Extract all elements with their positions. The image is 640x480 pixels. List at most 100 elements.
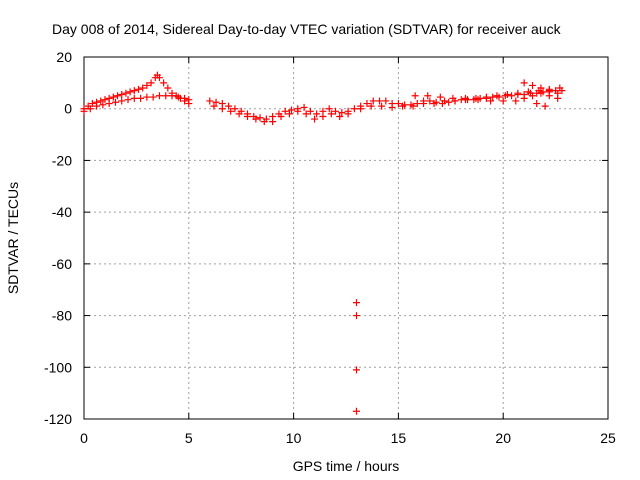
- data-point: [441, 97, 449, 105]
- data-point: [243, 112, 251, 120]
- data-point: [508, 92, 516, 100]
- data-point: [382, 97, 390, 105]
- data-point: [147, 79, 155, 87]
- x-tick-label: 15: [391, 430, 407, 446]
- data-point: [352, 312, 360, 320]
- data-point: [149, 93, 157, 101]
- data-point: [118, 97, 126, 105]
- data-point: [302, 110, 310, 118]
- data-point: [524, 88, 532, 96]
- data-point: [369, 97, 377, 105]
- data-point: [426, 97, 434, 105]
- data-point: [285, 110, 293, 118]
- data-point: [537, 84, 545, 92]
- data-point: [124, 96, 132, 104]
- data-point: [143, 81, 151, 89]
- data-point: [88, 100, 96, 108]
- data-point: [338, 109, 346, 117]
- data-point: [256, 114, 264, 122]
- data-point: [139, 84, 147, 92]
- data-point: [155, 74, 163, 82]
- data-point: [225, 102, 233, 110]
- data-point: [109, 93, 117, 101]
- y-tick-label: 20: [56, 49, 72, 65]
- data-point: [409, 102, 417, 110]
- data-point: [311, 115, 319, 123]
- x-tick-label: 10: [286, 430, 302, 446]
- x-axis-label: GPS time / hours: [293, 458, 400, 474]
- data-point: [367, 102, 375, 110]
- data-point: [413, 100, 421, 108]
- data-series-sdtvar: [80, 71, 566, 415]
- y-tick-label: -20: [52, 152, 72, 168]
- data-point: [424, 92, 432, 100]
- data-point: [126, 88, 134, 96]
- data-point: [130, 94, 138, 102]
- data-point: [512, 97, 520, 105]
- data-point: [99, 101, 107, 109]
- data-point: [541, 102, 549, 110]
- data-point: [499, 97, 507, 105]
- data-point: [118, 90, 126, 98]
- data-point: [306, 107, 314, 115]
- data-point: [436, 93, 444, 101]
- data-point: [164, 84, 172, 92]
- data-point: [352, 299, 360, 307]
- data-point: [445, 98, 453, 106]
- data-point: [357, 105, 365, 113]
- data-point: [514, 89, 522, 97]
- y-tick-label: -120: [44, 411, 72, 427]
- y-tick-label: -60: [52, 256, 72, 272]
- data-point: [294, 107, 302, 115]
- data-point: [288, 106, 296, 114]
- data-point: [529, 81, 537, 89]
- data-point: [111, 98, 119, 106]
- data-point: [300, 103, 308, 111]
- data-point: [482, 93, 490, 101]
- data-point: [336, 112, 344, 120]
- data-point: [411, 92, 419, 100]
- data-point: [352, 407, 360, 415]
- data-point: [168, 92, 176, 100]
- data-point: [269, 118, 277, 126]
- x-tick-label: 25: [600, 430, 616, 446]
- data-point: [503, 90, 511, 98]
- data-point: [430, 100, 438, 108]
- data-point: [162, 92, 170, 100]
- data-point: [206, 97, 214, 105]
- data-point: [231, 105, 239, 113]
- data-point: [493, 92, 501, 100]
- data-point: [399, 102, 407, 110]
- data-point: [449, 94, 457, 102]
- data-point: [344, 110, 352, 118]
- y-axis-label: SDTVAR / TECUs: [5, 182, 21, 294]
- data-point: [185, 96, 193, 104]
- data-point: [474, 96, 482, 104]
- data-point: [252, 115, 260, 123]
- data-point: [93, 102, 101, 110]
- data-point: [461, 94, 469, 102]
- data-point: [134, 85, 142, 93]
- y-tick-label: -40: [52, 204, 72, 220]
- data-point: [181, 94, 189, 102]
- x-tick-label: 20: [495, 430, 511, 446]
- x-axis-ticks: 0 5 10 15 20 25: [80, 57, 616, 446]
- data-point: [556, 84, 564, 92]
- data-point: [529, 92, 537, 100]
- data-point: [97, 97, 105, 105]
- data-point: [332, 107, 340, 115]
- chart-title: Day 008 of 2014, Sidereal Day-to-day VTE…: [52, 21, 562, 37]
- data-point: [363, 100, 371, 108]
- data-point: [489, 93, 497, 101]
- data-point: [352, 366, 360, 374]
- data-point: [212, 98, 220, 106]
- data-point: [210, 102, 218, 110]
- data-point: [350, 105, 358, 113]
- data-point: [487, 97, 495, 105]
- data-point: [114, 92, 122, 100]
- x-tick-label: 5: [185, 430, 193, 446]
- data-point: [545, 87, 553, 95]
- data-point: [378, 102, 386, 110]
